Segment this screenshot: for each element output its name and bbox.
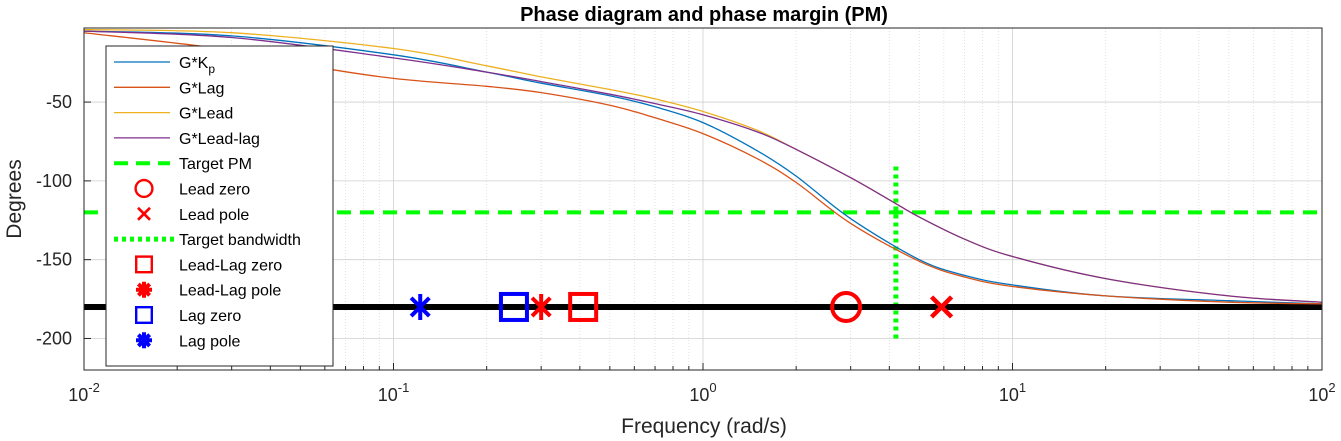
circle-marker (134, 178, 154, 199)
legend-label: Target PM (179, 156, 252, 173)
legend-label: Lag pole (179, 333, 240, 350)
lead-lag-zero-marker (568, 291, 599, 322)
legend-entry: G*Kp (114, 55, 215, 76)
legend: G*Kp G*Lag G*Lead G*Lead-lag Target PM Lead z… (105, 45, 334, 367)
legend-label: Lead-Lag zero (179, 257, 282, 274)
legend-entry: Lag zero (134, 306, 241, 325)
legend-entry: Target PM (114, 156, 252, 173)
lag-zero-marker (498, 291, 529, 322)
legend-box (105, 45, 334, 367)
legend-entry: Lead zero (134, 178, 250, 199)
x-tick-label: 10-1 (378, 380, 410, 405)
lag-pole-marker (409, 293, 431, 320)
legend-entry: Lag pole (136, 332, 240, 350)
y-tick-label: -200 (36, 328, 72, 348)
legend-entry: Lead-Lag zero (134, 255, 282, 274)
series-lines (83, 28, 1323, 305)
legend-label: G*Lag (179, 80, 224, 97)
square-marker (134, 306, 153, 325)
legend-label: Lag zero (179, 308, 241, 325)
x-axis-label: Frequency (rad/s) (621, 415, 787, 438)
lead-pole-marker (929, 295, 954, 319)
legend-label: Lead pole (179, 207, 249, 224)
legend-label: G*Kp (179, 55, 215, 76)
circle-marker (830, 290, 863, 323)
x-marker (929, 295, 954, 319)
axis-ticks: 10-2 10-1 100 101 102 -50 -100 -150 -200 (36, 92, 1336, 405)
legend-entry: G*Lead-lag (114, 131, 260, 148)
asterisk-marker (530, 293, 552, 320)
legend-label: Lead zero (179, 182, 250, 199)
lead-lag-pole-marker (530, 293, 552, 320)
y-axis-label: Degrees (3, 159, 26, 238)
legend-entry: G*Lag (114, 80, 224, 97)
legend-entry: Lead pole (137, 206, 249, 224)
x-tick-label: 100 (689, 380, 716, 405)
y-tick-label: -100 (36, 171, 72, 191)
y-tick-label: -150 (36, 250, 72, 270)
square-marker (498, 291, 529, 322)
asterisk-marker (136, 332, 152, 349)
x-marker (137, 206, 151, 221)
legend-entry: Target bandwidth (114, 232, 301, 249)
series-line-g-lead-lag (83, 30, 1323, 303)
legend-label: G*Lead (179, 106, 233, 123)
chart-title: Phase diagram and phase margin (PM) (520, 4, 888, 26)
legend-label: Lead-Lag pole (179, 283, 281, 300)
asterisk-marker (409, 293, 431, 320)
legend-entry: Lead-Lag pole (136, 281, 281, 300)
y-tick-label: -50 (46, 92, 72, 112)
x-tick-label: 101 (999, 380, 1026, 405)
series-line-g-lag (83, 32, 1323, 305)
x-tick-label: 102 (1308, 380, 1335, 405)
legend-label: Target bandwidth (179, 232, 301, 249)
lead-zero-marker (830, 290, 863, 323)
asterisk-marker (136, 281, 152, 298)
square-marker (568, 291, 599, 322)
square-marker (134, 255, 153, 274)
pole-zero-markers (409, 290, 954, 323)
legend-entry: G*Lead (114, 106, 233, 123)
legend-label: G*Lead-lag (179, 131, 260, 148)
x-tick-label: 10-2 (68, 380, 100, 405)
